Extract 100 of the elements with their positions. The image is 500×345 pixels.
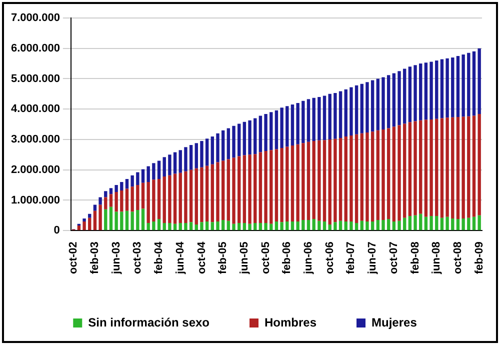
bar: [328, 94, 332, 140]
bar: [104, 209, 108, 230]
bar: [419, 64, 422, 120]
bar: [136, 210, 140, 230]
x-tick-label: feb-09: [473, 242, 486, 274]
bar: [350, 221, 353, 230]
bar: [360, 220, 364, 230]
bar: [440, 118, 444, 218]
bar: [178, 223, 182, 230]
bar: [318, 96, 321, 140]
x-tick-label: feb-03: [88, 242, 101, 274]
bar: [146, 223, 150, 230]
bar: [306, 99, 310, 142]
bar: [430, 216, 433, 230]
bar: [322, 140, 326, 222]
x-tick-label: oct-03: [132, 242, 144, 274]
bar: [402, 68, 406, 124]
bar: [232, 126, 236, 158]
bar: [280, 108, 284, 148]
bar: [189, 222, 193, 230]
bar: [162, 223, 166, 230]
bar: [173, 224, 177, 230]
bar: [237, 223, 241, 230]
bar: [312, 141, 316, 220]
bar: [152, 221, 156, 230]
bar: [386, 75, 390, 128]
bar: [146, 182, 150, 224]
bar: [414, 121, 417, 216]
bar: [136, 172, 140, 186]
bar: [334, 222, 337, 230]
bar: [424, 62, 428, 120]
bar: [274, 110, 278, 150]
bar: [402, 218, 406, 230]
y-tick-label: 0: [54, 224, 60, 237]
bar: [344, 136, 348, 222]
bar: [152, 163, 156, 180]
legend-label: Mujeres: [372, 315, 418, 330]
bar: [462, 116, 465, 218]
y-tick-label: 6.000.000: [11, 42, 60, 54]
bar: [248, 120, 252, 155]
bar: [446, 216, 449, 230]
bar: [414, 215, 417, 230]
bar: [424, 120, 428, 217]
bar: [254, 223, 257, 230]
bar: [478, 215, 481, 230]
bar: [354, 223, 358, 230]
bar: [168, 154, 172, 176]
x-tick-label: jun-04: [174, 240, 186, 276]
bar: [386, 128, 390, 220]
bar: [467, 52, 470, 116]
bar: [435, 216, 438, 230]
bar: [194, 143, 198, 168]
bar: [141, 182, 145, 209]
x-tick-label: feb-04: [153, 240, 166, 274]
bar: [446, 118, 449, 217]
bar: [386, 219, 390, 230]
bar: [322, 96, 326, 140]
bar: [93, 204, 97, 211]
x-tick-label: oct-08: [452, 242, 464, 274]
bar: [419, 214, 422, 230]
bar: [136, 185, 140, 210]
bar: [306, 142, 310, 220]
bar: [237, 124, 241, 156]
bar: [184, 171, 188, 224]
bar: [120, 190, 124, 212]
x-tick-label: feb-05: [217, 242, 230, 274]
bar: [114, 212, 118, 230]
bar: [462, 54, 465, 117]
x-tick-label: jun-07: [366, 242, 379, 276]
bar: [382, 129, 385, 220]
bar: [402, 124, 406, 218]
bar: [312, 98, 316, 142]
bar: [194, 224, 198, 230]
x-tick-label: jun-05: [238, 242, 250, 276]
bar: [258, 152, 262, 224]
bar: [88, 214, 92, 218]
bar: [302, 143, 305, 220]
bar: [366, 82, 369, 132]
bar: [258, 223, 262, 230]
bar: [200, 141, 204, 168]
bar: [318, 220, 321, 230]
bar: [205, 221, 209, 230]
x-tick-label: oct-05: [260, 242, 272, 274]
bar: [194, 168, 198, 225]
bar: [184, 147, 188, 172]
bar: [290, 221, 294, 230]
bar: [376, 220, 380, 230]
bar: [312, 219, 316, 230]
x-tick-label: feb-08: [409, 242, 422, 274]
bar: [114, 192, 118, 212]
bar: [472, 51, 476, 116]
bar: [408, 122, 412, 216]
bar: [200, 222, 204, 230]
bar: [430, 62, 433, 120]
bar: [210, 164, 214, 222]
bar: [226, 128, 230, 160]
bar: [382, 77, 385, 130]
bar: [392, 73, 396, 127]
bar: [226, 220, 230, 230]
bar: [302, 220, 305, 230]
